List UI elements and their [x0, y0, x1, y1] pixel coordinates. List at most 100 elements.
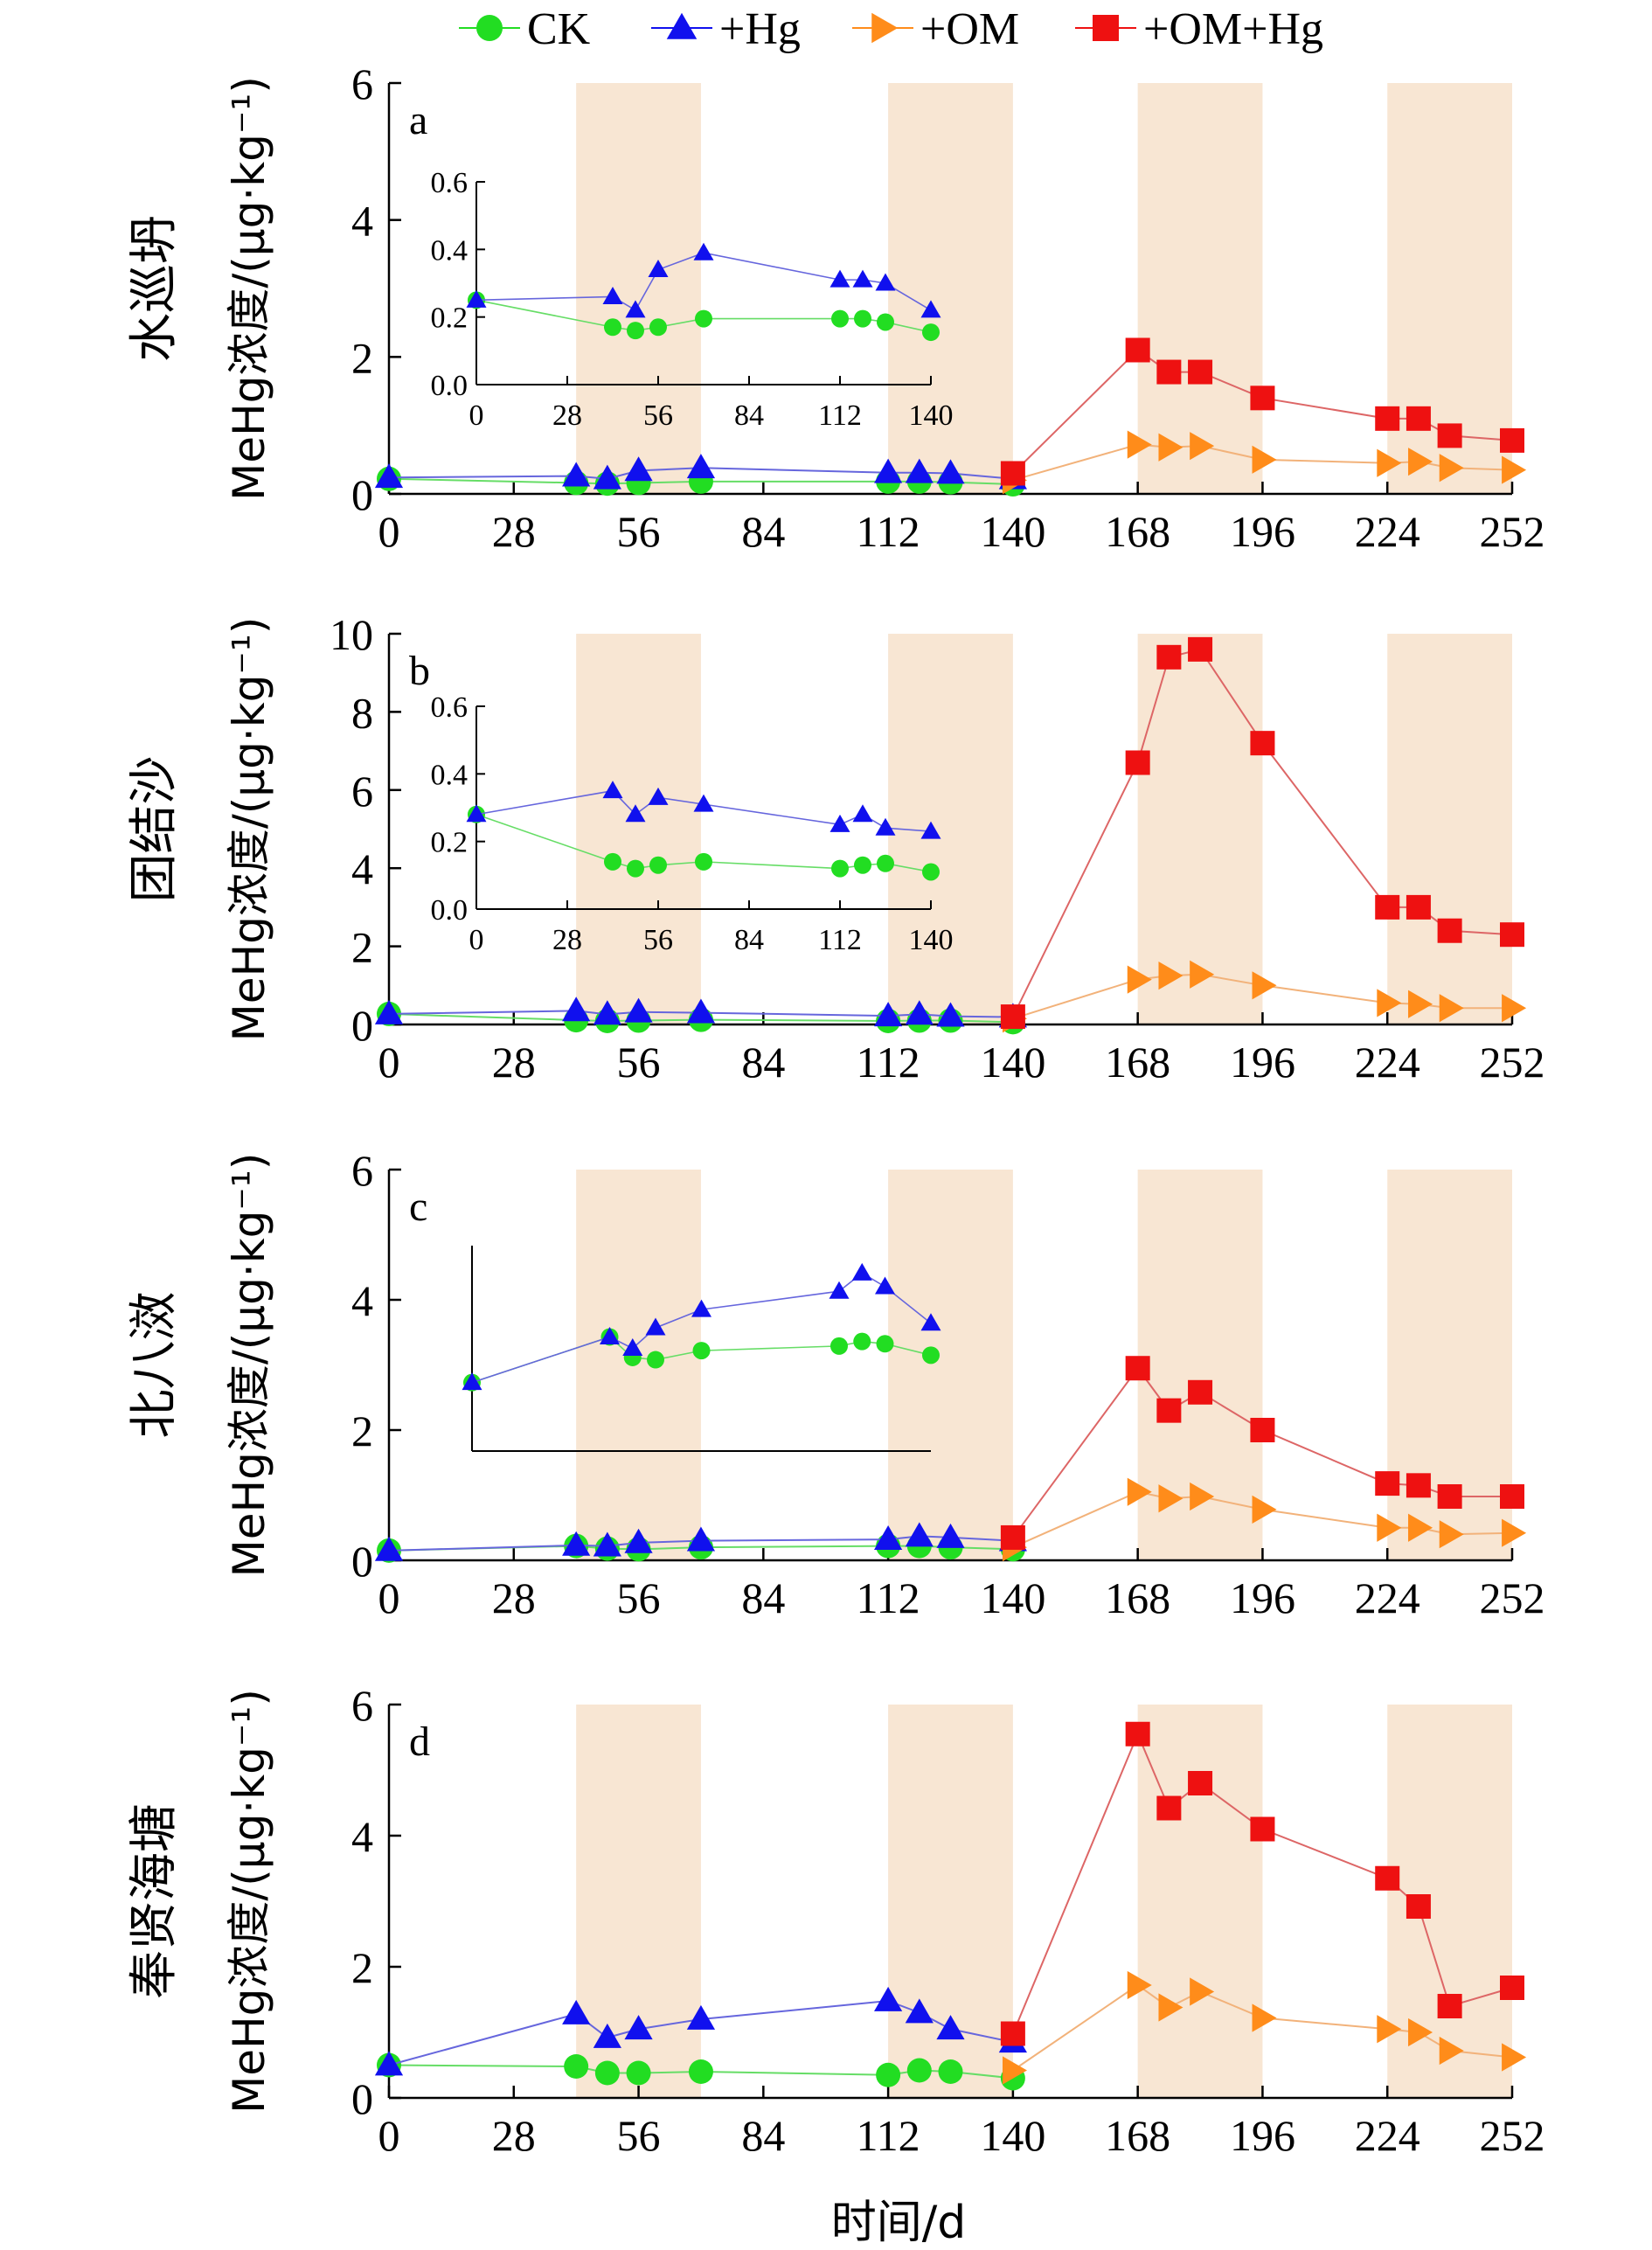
x-tick-label: 84 [741, 2111, 785, 2160]
data-point [905, 1522, 934, 1547]
inset-data-point [462, 1372, 482, 1391]
inset-x-tick-label: 28 [552, 399, 582, 432]
x-tick-label: 168 [1105, 2111, 1170, 2160]
data-point [1188, 1379, 1213, 1405]
inset-data-point [854, 309, 871, 328]
x-tick-label: 28 [492, 507, 536, 556]
data-point [1500, 1976, 1524, 2000]
data-point [1502, 2043, 1527, 2072]
data-point [1158, 1484, 1183, 1513]
inset-data-point [831, 859, 849, 878]
legend-label: +Hg [719, 4, 801, 54]
data-point [906, 2058, 932, 2083]
data-point [626, 2060, 651, 2086]
series-plus-hg [374, 454, 1027, 490]
data-point [936, 2015, 965, 2040]
inset-data-point [922, 1346, 940, 1365]
data-point [1125, 1356, 1150, 1381]
panel-letter: b [409, 648, 430, 694]
data-point [562, 462, 591, 487]
legend-label: CK [527, 4, 591, 54]
x-tick-label: 112 [857, 507, 920, 556]
inset-data-point [602, 286, 623, 304]
data-point [1500, 922, 1524, 948]
x-tick-label: 252 [1480, 2111, 1545, 2160]
legend-item-plus-omplus-hg: +OM+Hg [1075, 4, 1323, 54]
inset-data-point [829, 269, 850, 288]
y-tick-label: 0 [351, 2074, 373, 2123]
inset-data-point [695, 309, 712, 328]
x-tick-label: 112 [857, 1038, 920, 1087]
data-point [562, 1999, 591, 2024]
x-tick-label: 224 [1355, 507, 1420, 556]
data-point [593, 1531, 621, 1557]
shaded-period [576, 634, 701, 1024]
data-point [1158, 433, 1183, 462]
inset-x-tick-label: 84 [734, 399, 764, 432]
data-point [1250, 731, 1275, 756]
inset-data-point [622, 1338, 643, 1356]
data-point [1375, 406, 1400, 431]
inset-series-plus-hg [466, 242, 941, 318]
x-tick-label: 224 [1355, 1038, 1420, 1087]
inset-data-point [691, 1299, 711, 1317]
x-tick-label: 112 [857, 1573, 920, 1622]
data-point [1375, 1865, 1400, 1891]
x-tick-label: 224 [1355, 1573, 1420, 1622]
x-tick-label: 168 [1105, 1038, 1170, 1087]
data-point [905, 1998, 934, 2024]
inset-data-point [466, 289, 487, 308]
inset-data-point [693, 794, 714, 812]
data-point [874, 1986, 903, 2011]
inset-y-tick-label: 0.0 [431, 370, 469, 402]
data-point [1252, 2003, 1277, 2032]
x-tick-label: 0 [378, 507, 400, 556]
data-point [1375, 1471, 1400, 1497]
inset-x-tick-label: 112 [818, 399, 862, 432]
inset-c [462, 1246, 941, 1452]
data-point [1190, 432, 1215, 461]
x-tick-label: 112 [857, 2111, 920, 2160]
inset-data-point [600, 1326, 620, 1344]
data-point [688, 2059, 713, 2084]
site-label: 水巡坍 [126, 215, 183, 362]
y-tick-label: 10 [330, 610, 373, 659]
data-point [1000, 1524, 1025, 1550]
data-point [374, 463, 404, 489]
data-point [1127, 1970, 1152, 2000]
y-tick-label: 6 [351, 1681, 373, 1730]
inset-y-tick-label: 0.2 [431, 302, 469, 335]
y-tick-label: 4 [351, 1812, 373, 1861]
inset-y-tick-label: 0.6 [431, 691, 469, 724]
x-tick-label: 0 [378, 1038, 400, 1087]
data-point [374, 2051, 404, 2076]
data-point [1188, 1771, 1213, 1795]
data-point [1377, 989, 1402, 1017]
y-tick-label: 0 [351, 1001, 373, 1050]
inset-data-point [627, 859, 644, 878]
data-point [1158, 962, 1183, 990]
x-tick-label: 196 [1230, 2111, 1295, 2160]
inset-data-point [920, 1313, 941, 1331]
data-point [1377, 448, 1402, 477]
x-tick-label: 168 [1105, 507, 1170, 556]
x-tick-label: 224 [1355, 2111, 1420, 2160]
y-axis-label: MeHg浓度/(μg·kg⁻¹) [224, 617, 274, 1042]
inset-data-point [695, 852, 712, 871]
y-tick-label: 2 [351, 333, 373, 382]
data-point [1408, 448, 1433, 476]
data-point [686, 998, 716, 1024]
data-point [562, 1531, 591, 1556]
panel-c: 0 2 4 6 0 28 56 84 112 140 168 196 224 252 c MeHg浓度/(μg… [126, 1146, 1545, 1622]
inset-x-tick-label: 0 [469, 399, 484, 432]
inset-data-point [875, 273, 896, 291]
data-point [1439, 1520, 1464, 1549]
shaded-period [1137, 83, 1263, 494]
x-tick-label: 56 [617, 2111, 661, 2160]
y-tick-label: 2 [351, 1943, 373, 1992]
series-plus-om [1002, 1970, 1527, 2085]
x-tick-label: 196 [1230, 1573, 1295, 1622]
x-tick-label: 140 [980, 1573, 1045, 1622]
data-point [686, 1526, 716, 1552]
